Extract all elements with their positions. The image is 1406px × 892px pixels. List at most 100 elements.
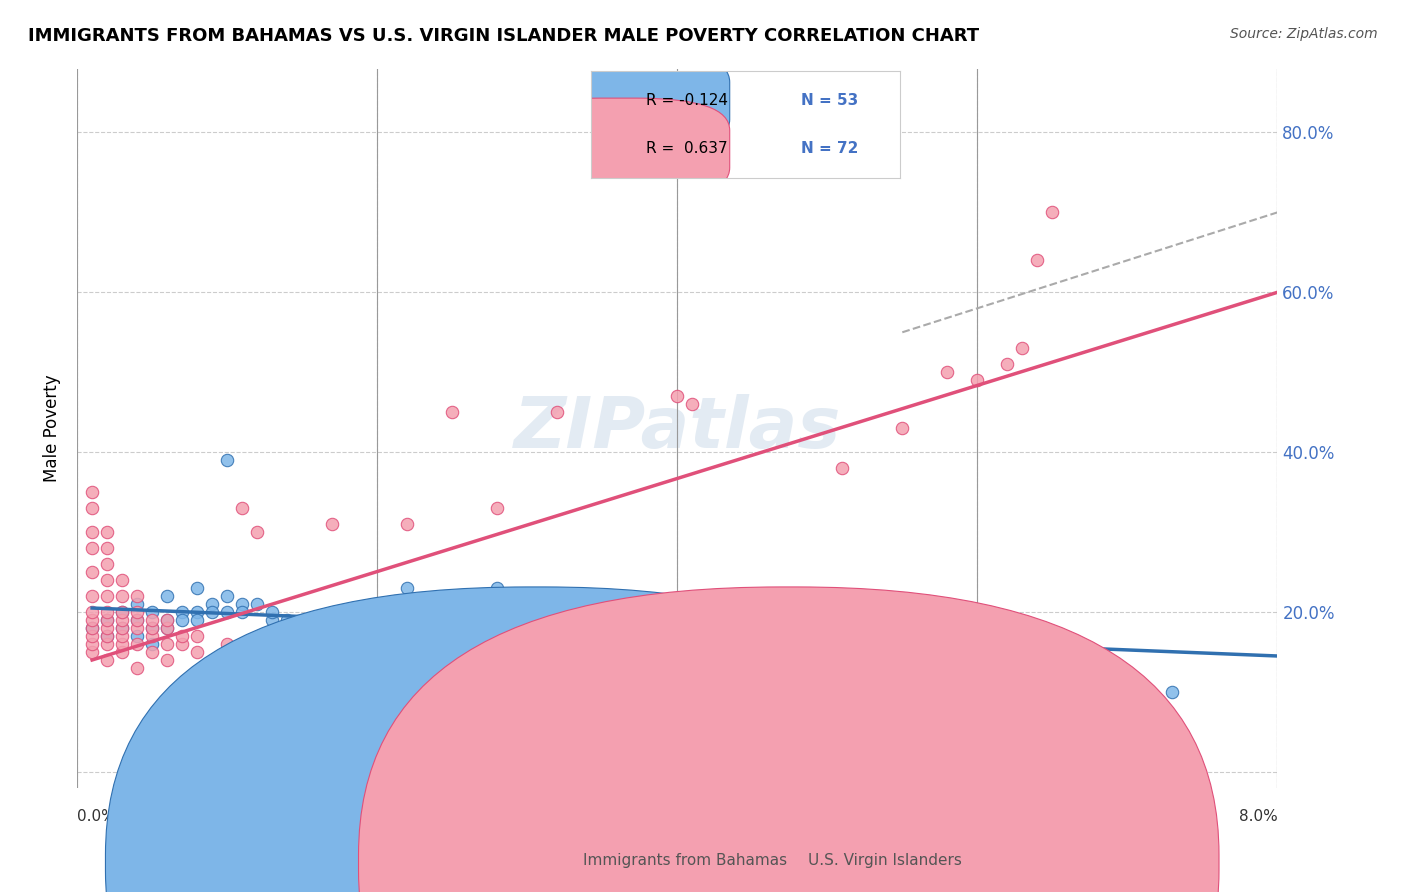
Point — [82, 613, 104, 627]
Point — [156, 621, 179, 635]
Point — [127, 637, 149, 651]
Point — [141, 605, 163, 619]
Text: R =  0.637: R = 0.637 — [647, 141, 728, 156]
Point — [352, 605, 374, 619]
Point — [96, 613, 118, 627]
Point — [936, 365, 959, 379]
Point — [111, 613, 134, 627]
Point — [172, 613, 194, 627]
Point — [156, 613, 179, 627]
Point — [82, 589, 104, 603]
Text: Immigrants from Bahamas: Immigrants from Bahamas — [583, 854, 787, 868]
Point — [141, 645, 163, 659]
Point — [576, 605, 599, 619]
Point — [96, 653, 118, 667]
Point — [111, 573, 134, 587]
Point — [201, 597, 224, 611]
Point — [82, 621, 104, 635]
Point — [231, 501, 253, 516]
Point — [396, 581, 419, 595]
Point — [156, 621, 179, 635]
Point — [82, 629, 104, 643]
Point — [172, 605, 194, 619]
Point — [141, 621, 163, 635]
Text: 0.0%: 0.0% — [77, 809, 115, 824]
Point — [96, 629, 118, 643]
Point — [111, 637, 134, 651]
Point — [127, 621, 149, 635]
Point — [141, 613, 163, 627]
Text: R = -0.124: R = -0.124 — [647, 93, 728, 108]
Point — [201, 605, 224, 619]
FancyBboxPatch shape — [508, 98, 730, 200]
Point — [336, 637, 359, 651]
Point — [486, 501, 509, 516]
Point — [127, 597, 149, 611]
Point — [111, 621, 134, 635]
Point — [96, 525, 118, 540]
Point — [262, 637, 284, 651]
Point — [96, 629, 118, 643]
Point — [321, 629, 343, 643]
Point — [96, 541, 118, 555]
Point — [441, 405, 464, 419]
Point — [966, 373, 988, 387]
Point — [111, 621, 134, 635]
Point — [82, 485, 104, 500]
Text: N = 72: N = 72 — [801, 141, 858, 156]
Point — [246, 597, 269, 611]
Point — [82, 637, 104, 651]
Point — [352, 653, 374, 667]
Point — [486, 581, 509, 595]
Point — [396, 517, 419, 532]
Point — [96, 613, 118, 627]
Point — [141, 637, 163, 651]
Point — [111, 645, 134, 659]
Point — [156, 653, 179, 667]
Point — [1040, 205, 1063, 219]
Point — [801, 621, 824, 635]
Point — [156, 637, 179, 651]
Point — [276, 613, 298, 627]
Point — [666, 389, 689, 403]
Point — [217, 605, 239, 619]
Point — [966, 629, 988, 643]
Text: IMMIGRANTS FROM BAHAMAS VS U.S. VIRGIN ISLANDER MALE POVERTY CORRELATION CHART: IMMIGRANTS FROM BAHAMAS VS U.S. VIRGIN I… — [28, 27, 979, 45]
Point — [96, 589, 118, 603]
Point — [262, 629, 284, 643]
Point — [411, 613, 433, 627]
Point — [262, 613, 284, 627]
Y-axis label: Male Poverty: Male Poverty — [44, 375, 60, 482]
Point — [127, 661, 149, 675]
Text: Source: ZipAtlas.com: Source: ZipAtlas.com — [1230, 27, 1378, 41]
Point — [156, 589, 179, 603]
Point — [82, 501, 104, 516]
Point — [876, 621, 898, 635]
Point — [352, 621, 374, 635]
Point — [96, 557, 118, 571]
Point — [366, 613, 388, 627]
Text: N = 53: N = 53 — [801, 93, 858, 108]
Point — [217, 589, 239, 603]
Point — [546, 405, 568, 419]
Point — [291, 613, 314, 627]
Point — [426, 621, 449, 635]
Point — [441, 589, 464, 603]
Point — [156, 613, 179, 627]
Text: U.S. Virgin Islanders: U.S. Virgin Islanders — [808, 854, 962, 868]
Point — [546, 613, 568, 627]
Point — [217, 453, 239, 467]
Point — [231, 605, 253, 619]
Point — [831, 461, 853, 475]
Point — [186, 645, 208, 659]
Point — [307, 613, 329, 627]
Point — [111, 605, 134, 619]
FancyBboxPatch shape — [508, 50, 730, 152]
Point — [995, 357, 1018, 371]
Point — [276, 645, 298, 659]
Point — [186, 613, 208, 627]
Point — [172, 637, 194, 651]
Point — [321, 517, 343, 532]
Point — [82, 541, 104, 555]
Point — [127, 605, 149, 619]
